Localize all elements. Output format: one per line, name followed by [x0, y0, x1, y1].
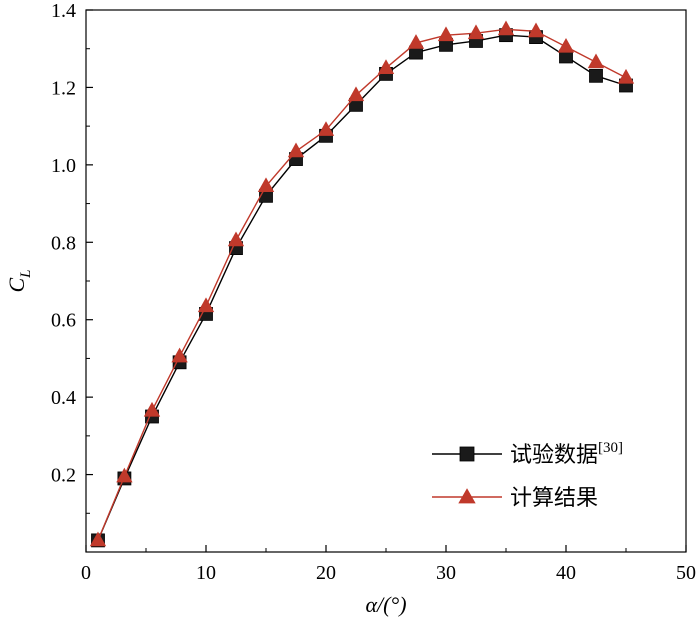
- legend-square-marker: [459, 446, 475, 462]
- data-point-triangle: [116, 467, 133, 483]
- svg-text:试验数据[30]: 试验数据[30]: [510, 440, 623, 468]
- y-tick-label: 0.4: [51, 387, 76, 409]
- series-computed: [89, 20, 635, 547]
- data-point-triangle: [197, 297, 215, 313]
- y-tick-label: 1.2: [51, 77, 76, 99]
- data-point-triangle: [287, 142, 305, 158]
- y-axis-title: CL: [4, 269, 34, 292]
- y-tick-label: 1.0: [51, 155, 76, 177]
- data-point-triangle: [317, 121, 335, 136]
- x-axis: 0 10 20 30 40 50: [81, 545, 696, 584]
- data-point-triangle: [171, 347, 188, 363]
- x-tick-label: 0: [81, 562, 91, 584]
- data-point-triangle: [227, 231, 245, 247]
- data-point-triangle: [143, 401, 161, 417]
- legend-entry-experimental: 试验数据[30]: [432, 440, 623, 468]
- x-tick-label: 40: [556, 562, 576, 584]
- y-axis: 0.2 0.4 0.6 0.8 1.0 1.2 1.4: [51, 0, 93, 514]
- y-tick-label: 1.4: [51, 0, 76, 22]
- data-point-triangle: [257, 177, 275, 193]
- y-axis-title-main: C: [4, 278, 29, 293]
- data-point-triangle: [347, 86, 365, 102]
- legend-label-computed: 计算结果: [510, 486, 598, 511]
- data-point-triangle: [89, 531, 107, 547]
- data-point-square: [589, 68, 603, 83]
- data-point-triangle: [497, 20, 515, 36]
- data-point-triangle: [617, 68, 635, 84]
- data-point-triangle: [587, 53, 605, 69]
- data-point-triangle: [557, 37, 575, 53]
- x-tick-label: 20: [316, 562, 336, 584]
- data-point-triangle: [527, 22, 545, 38]
- x-tick-label: 50: [676, 562, 696, 584]
- series-experimental: [91, 28, 633, 548]
- legend-label-experimental: 试验数据: [510, 443, 598, 468]
- series-layer: [89, 20, 635, 548]
- legend-entry-computed: 计算结果: [432, 486, 598, 511]
- legend: 试验数据[30] 计算结果: [432, 440, 623, 511]
- legend-reference-sup: [30]: [598, 440, 623, 456]
- y-tick-label: 0.2: [51, 465, 76, 487]
- x-tick-label: 30: [436, 562, 456, 584]
- data-point-triangle: [407, 34, 425, 49]
- data-point-triangle: [437, 26, 455, 42]
- x-tick-label: 10: [196, 562, 216, 584]
- y-tick-label: 0.6: [51, 310, 76, 332]
- y-tick-label: 0.8: [51, 232, 76, 254]
- y-axis-title-subscript: L: [18, 269, 34, 278]
- legend-triangle-marker: [458, 488, 476, 504]
- plot-frame: [85, 9, 687, 553]
- data-point-triangle: [377, 59, 395, 74]
- data-point-triangle: [467, 24, 485, 40]
- x-axis-title: α/(°): [365, 592, 406, 617]
